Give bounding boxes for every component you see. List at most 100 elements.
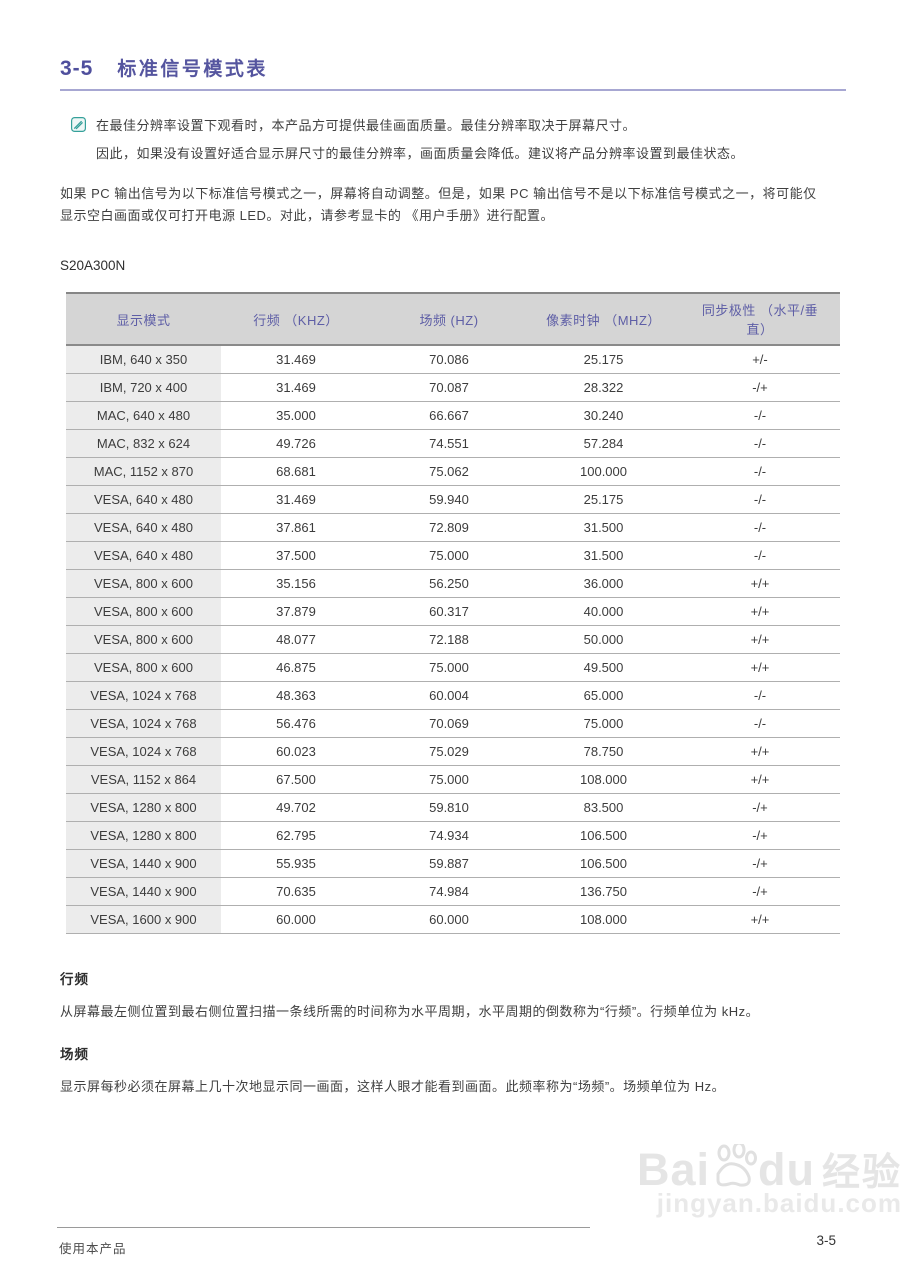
cell-h-frequency: 46.875	[221, 653, 371, 682]
baidu-paw-icon	[711, 1141, 757, 1192]
cell-v-frequency: 72.188	[371, 625, 527, 654]
cell-h-frequency: 48.077	[221, 625, 371, 654]
table-row: MAC, 832 x 624 49.726 74.551 57.284 -/-	[66, 429, 840, 458]
table-row: VESA, 1600 x 900 60.000 60.000 108.000 +…	[66, 905, 840, 934]
table-row: VESA, 1280 x 800 49.702 59.810 83.500 -/…	[66, 793, 840, 822]
cell-sync-polarity: -/-	[680, 681, 840, 710]
cell-pixel-clock: 57.284	[527, 429, 680, 458]
cell-pixel-clock: 78.750	[527, 737, 680, 766]
definitions: 行频 从屏幕最左侧位置到最右侧位置扫描一条线所需的时间称为水平周期，水平周期的倒…	[60, 968, 846, 1095]
table-row: IBM, 640 x 350 31.469 70.086 25.175 +/-	[66, 345, 840, 374]
cell-display-mode: VESA, 800 x 600	[66, 625, 221, 654]
cell-sync-polarity: -/-	[680, 513, 840, 542]
cell-display-mode: VESA, 1152 x 864	[66, 765, 221, 794]
watermark-brand-suffix: du	[758, 1144, 815, 1195]
cell-v-frequency: 70.069	[371, 709, 527, 738]
cell-display-mode: VESA, 800 x 600	[66, 569, 221, 598]
cell-v-frequency: 74.934	[371, 821, 527, 850]
cell-display-mode: MAC, 640 x 480	[66, 401, 221, 430]
cell-sync-polarity: -/-	[680, 429, 840, 458]
column-header-v-frequency: 场频 (HZ)	[371, 292, 527, 346]
cell-h-frequency: 55.935	[221, 849, 371, 878]
cell-h-frequency: 49.726	[221, 429, 371, 458]
section-header: 3-5 标准信号模式表	[60, 0, 846, 91]
cell-display-mode: VESA, 1024 x 768	[66, 709, 221, 738]
baidu-jingyan-watermark: Bai du 经验 jingyan.baidu.com	[590, 1141, 902, 1238]
cell-h-frequency: 31.469	[221, 485, 371, 514]
watermark-logo: Bai du 经验	[636, 1141, 902, 1195]
cell-sync-polarity: -/-	[680, 401, 840, 430]
cell-sync-polarity: +/+	[680, 765, 840, 794]
cell-pixel-clock: 108.000	[527, 765, 680, 794]
cell-h-frequency: 70.635	[221, 877, 371, 906]
cell-sync-polarity: -/-	[680, 541, 840, 570]
cell-sync-polarity: -/-	[680, 709, 840, 738]
definition-term: 行频	[60, 971, 89, 987]
cell-display-mode: VESA, 1440 x 900	[66, 849, 221, 878]
table-row: VESA, 640 x 480 37.861 72.809 31.500 -/-	[66, 513, 840, 542]
cell-pixel-clock: 25.175	[527, 345, 680, 374]
cell-pixel-clock: 100.000	[527, 457, 680, 486]
footer-divider	[57, 1227, 846, 1228]
cell-v-frequency: 75.000	[371, 653, 527, 682]
cell-sync-polarity: +/+	[680, 597, 840, 626]
cell-v-frequency: 59.810	[371, 793, 527, 822]
cell-pixel-clock: 65.000	[527, 681, 680, 710]
cell-pixel-clock: 108.000	[527, 905, 680, 934]
cell-pixel-clock: 106.500	[527, 849, 680, 878]
column-header-pixel-clock: 像素时钟 （MHZ）	[527, 292, 680, 346]
column-header-display-mode: 显示模式	[66, 292, 221, 346]
cell-sync-polarity: +/+	[680, 625, 840, 654]
note-paperclip-icon	[71, 117, 87, 168]
cell-sync-polarity: -/+	[680, 877, 840, 906]
cell-h-frequency: 35.000	[221, 401, 371, 430]
definition-item: 行频 从屏幕最左侧位置到最右侧位置扫描一条线所需的时间称为水平周期，水平周期的倒…	[60, 968, 846, 1020]
watermark-brand-prefix: Bai	[636, 1144, 710, 1195]
table-row: VESA, 1440 x 900 70.635 74.984 136.750 -…	[66, 877, 840, 906]
cell-sync-polarity: -/+	[680, 373, 840, 402]
cell-h-frequency: 60.000	[221, 905, 371, 934]
cell-h-frequency: 31.469	[221, 345, 371, 374]
cell-v-frequency: 70.086	[371, 345, 527, 374]
cell-h-frequency: 67.500	[221, 765, 371, 794]
table-row: IBM, 720 x 400 31.469 70.087 28.322 -/+	[66, 373, 840, 402]
table-row: VESA, 1024 x 768 56.476 70.069 75.000 -/…	[66, 709, 840, 738]
cell-v-frequency: 59.940	[371, 485, 527, 514]
table-row: VESA, 800 x 600 37.879 60.317 40.000 +/+	[66, 597, 840, 626]
cell-h-frequency: 48.363	[221, 681, 371, 710]
standard-signal-mode-table: 显示模式 行频 （KHZ） 场频 (HZ) 像素时钟 （MHZ） 同步极性 （水…	[66, 292, 840, 934]
cell-sync-polarity: -/-	[680, 485, 840, 514]
cell-sync-polarity: +/+	[680, 905, 840, 934]
cell-display-mode: VESA, 640 x 480	[66, 485, 221, 514]
cell-v-frequency: 75.029	[371, 737, 527, 766]
table-row: VESA, 800 x 600 46.875 75.000 49.500 +/+	[66, 653, 840, 682]
cell-display-mode: MAC, 832 x 624	[66, 429, 221, 458]
note-block: 在最佳分辨率设置下观看时，本产品方可提供最佳画面质量。最佳分辨率取决于屏幕尺寸。…	[71, 112, 846, 168]
page-content: 3-5 标准信号模式表 在最佳分辨率设置下观看时，本产品方可提供最佳画面质量。最…	[60, 0, 846, 1095]
definition-text: 显示屏每秒必须在屏幕上几十次地显示同一画面，这样人眼才能看到画面。此频率称为“场…	[60, 1078, 726, 1094]
cell-display-mode: VESA, 800 x 600	[66, 597, 221, 626]
cell-display-mode: VESA, 1600 x 900	[66, 905, 221, 934]
cell-display-mode: VESA, 640 x 480	[66, 513, 221, 542]
page-number: 3-5	[816, 1233, 836, 1248]
cell-pixel-clock: 25.175	[527, 485, 680, 514]
definition-term: 场频	[60, 1046, 89, 1062]
cell-v-frequency: 56.250	[371, 569, 527, 598]
table-header: 显示模式 行频 （KHZ） 场频 (HZ) 像素时钟 （MHZ） 同步极性 （水…	[66, 292, 840, 346]
cell-h-frequency: 56.476	[221, 709, 371, 738]
cell-sync-polarity: +/+	[680, 569, 840, 598]
definition-item: 场频 显示屏每秒必须在屏幕上几十次地显示同一画面，这样人眼才能看到画面。此频率称…	[60, 1043, 846, 1095]
watermark-brand-cjk: 经验	[821, 1152, 902, 1194]
cell-v-frequency: 60.000	[371, 905, 527, 934]
table-row: VESA, 1024 x 768 60.023 75.029 78.750 +/…	[66, 737, 840, 766]
cell-sync-polarity: +/-	[680, 345, 840, 374]
cell-pixel-clock: 40.000	[527, 597, 680, 626]
cell-pixel-clock: 83.500	[527, 793, 680, 822]
table-row: VESA, 800 x 600 48.077 72.188 50.000 +/+	[66, 625, 840, 654]
note-line: 在最佳分辨率设置下观看时，本产品方可提供最佳画面质量。最佳分辨率取决于屏幕尺寸。	[96, 118, 637, 133]
cell-v-frequency: 60.317	[371, 597, 527, 626]
cell-sync-polarity: +/+	[680, 737, 840, 766]
cell-sync-polarity: -/+	[680, 793, 840, 822]
cell-pixel-clock: 36.000	[527, 569, 680, 598]
